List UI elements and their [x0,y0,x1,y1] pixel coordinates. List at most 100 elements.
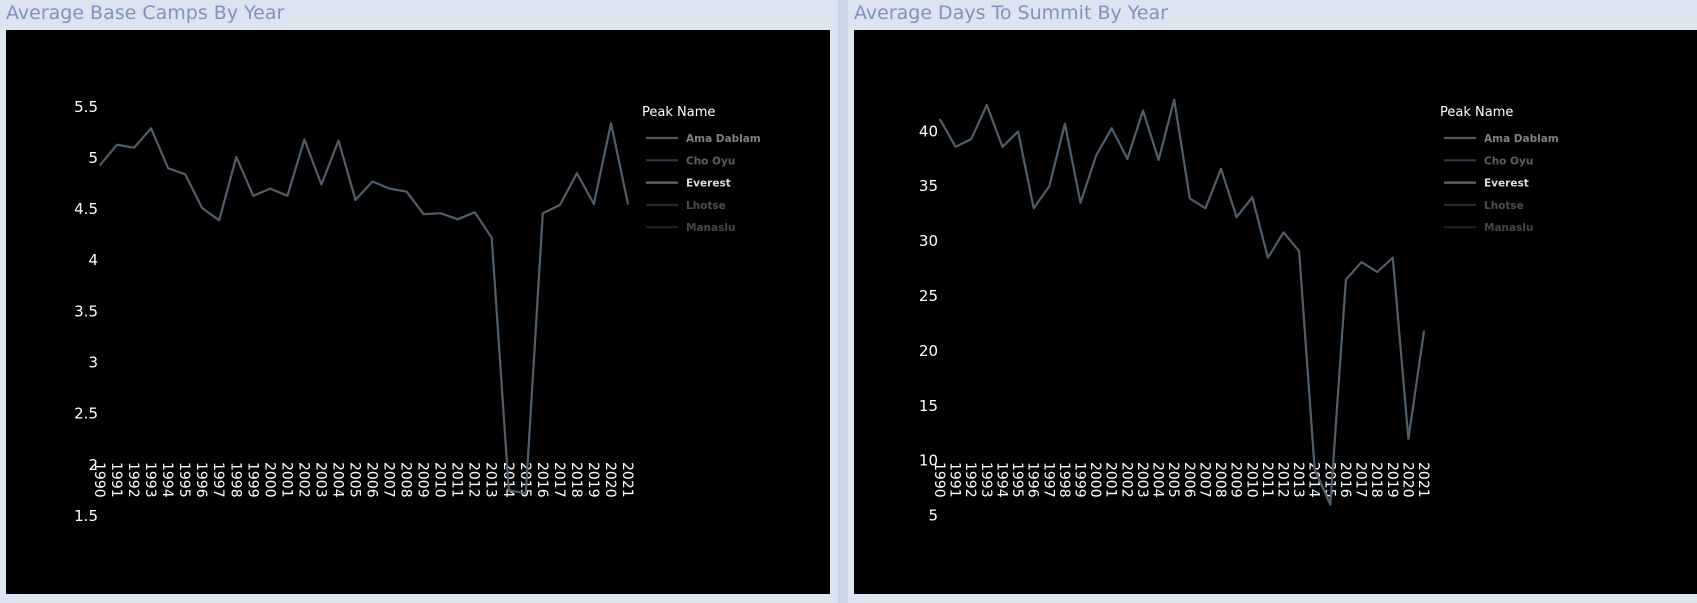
data-point [1032,207,1035,210]
x-tick-label: 2011 [1259,462,1275,498]
legend-item-label: Lhotse [686,200,726,212]
y-tick-label: 30 [919,232,938,250]
data-point [218,219,221,222]
data-point [422,213,425,216]
y-tick-label: 4 [88,251,98,269]
data-point [1048,185,1051,188]
x-tick-label: 1999 [244,462,260,498]
x-tick-label: 2012 [466,462,482,498]
data-point [133,146,135,149]
data-point [1126,158,1129,160]
x-tick-label: 1997 [210,462,226,498]
data-point [1282,231,1285,234]
x-tick-label: 2009 [1228,462,1244,498]
y-tick-label: 5 [928,507,938,525]
x-tick-label: 1992 [125,462,141,498]
legend-item-label: Everest [686,178,731,190]
data-point [1329,503,1332,506]
data-point [1391,256,1394,259]
x-tick-label: 2018 [1368,462,1384,498]
data-point [1313,468,1316,471]
data-point [1407,437,1410,440]
data-point [507,489,510,492]
x-tick-label: 2006 [1181,462,1197,498]
data-point [405,190,408,193]
x-tick-label: 1994 [993,462,1009,498]
x-tick-label: 2005 [1165,462,1181,498]
x-tick-label: 2003 [1134,462,1150,498]
data-point [1173,98,1175,101]
y-tick-label: 15 [919,397,938,415]
data-point [1064,122,1066,125]
x-tick-label: 1998 [227,462,243,498]
x-tick-label: 1990 [91,462,107,498]
legend-item-label: Everest [1484,178,1529,190]
data-point [1298,250,1300,252]
data-point [1157,159,1160,161]
x-tick-label: 2008 [398,462,414,498]
y-tick-label: 40 [919,122,938,140]
data-point [1235,216,1238,218]
x-tick-label: 1991 [108,462,124,498]
data-point [525,492,527,495]
y-tick-label: 1.5 [74,507,98,525]
data-point [150,127,152,130]
data-point [490,236,493,239]
legend-item-label: Ama Dablam [1484,133,1559,145]
data-point [354,199,357,201]
data-point [456,218,459,221]
x-tick-label: 2000 [1087,462,1103,498]
x-tick-label: 2003 [312,462,328,498]
x-tick-label: 2007 [1196,462,1212,498]
x-tick-label: 1996 [1025,462,1041,498]
x-tick-label: 1995 [1009,462,1025,498]
data-point [269,187,272,190]
y-tick-label: 3.5 [74,302,98,320]
data-point [235,156,238,158]
panel-title: Average Base Camps By Year [6,2,285,24]
data-point [252,194,255,197]
x-tick-label: 1996 [193,462,209,498]
x-tick-label: 2021 [619,462,635,498]
y-tick-label: 5.5 [74,98,98,116]
x-tick-label: 2006 [364,462,380,498]
data-point [1220,167,1222,170]
x-tick-label: 2009 [415,462,431,498]
x-tick-label: 1993 [978,462,994,498]
data-point [1360,261,1363,263]
x-tick-label: 2002 [295,462,311,498]
y-tick-label: 35 [919,177,938,195]
data-point [1110,127,1113,129]
series-line-everest [939,98,1426,506]
legend-title: Peak Name [1440,105,1513,120]
legend-item-label: Cho Oyu [686,155,735,167]
x-tick-label: 2019 [1384,462,1400,498]
x-tick-label: 2001 [278,462,294,498]
legend-item-label: Manaslu [1484,222,1533,234]
legend-item-label: Manaslu [686,222,735,234]
data-point [371,180,374,183]
data-point [542,212,544,214]
data-point [184,173,186,176]
legend-title: Peak Name [642,105,715,120]
y-tick-label: 5 [88,149,98,167]
data-point [576,172,578,175]
legend-item-label: Cho Oyu [1484,155,1533,167]
x-tick-label: 2015 [517,462,533,498]
x-tick-label: 2016 [1337,462,1353,498]
x-tick-label: 2001 [1103,462,1119,498]
data-point [1142,109,1144,112]
x-tick-label: 2014 [1306,462,1322,498]
x-tick-label: 2004 [1150,462,1166,498]
data-point [1204,207,1207,210]
x-tick-label: 2020 [602,462,618,498]
x-tick-label: 2004 [329,462,345,498]
series-line-everest [99,122,630,495]
data-point [1423,330,1425,333]
data-point [439,212,442,214]
x-tick-label: 1991 [947,462,963,498]
y-tick-label: 10 [919,452,938,470]
data-point [559,204,561,206]
